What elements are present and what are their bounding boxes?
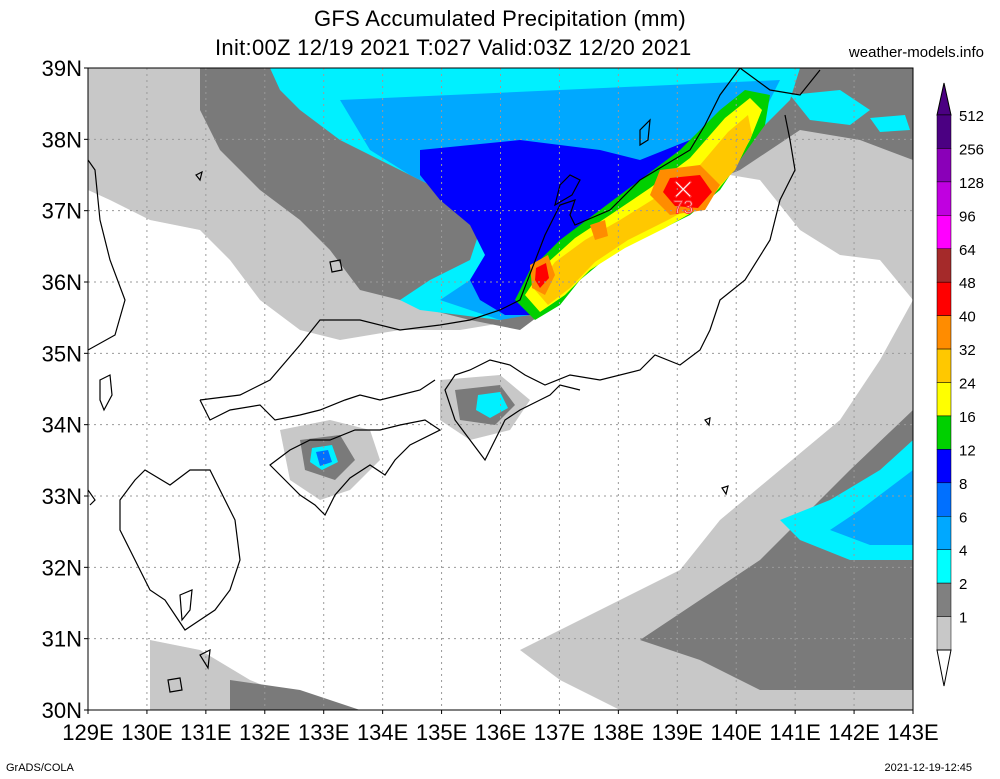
- coastline-north-island: [195, 170, 203, 182]
- precipitation-field: [88, 68, 913, 710]
- colorbar-swatch: [936, 148, 952, 183]
- colorbar-top-arrow: [936, 82, 952, 116]
- lat-label: 39N: [42, 56, 82, 81]
- lat-label: 34N: [42, 413, 82, 438]
- colorbar-swatch: [936, 281, 952, 316]
- lon-label: 143E: [887, 720, 938, 745]
- colorbar-label: 4: [959, 543, 967, 560]
- precip-area-2mm-east: [640, 410, 913, 690]
- max-marker: 73: [673, 180, 694, 218]
- lat-label: 30N: [42, 698, 82, 723]
- lon-label: 134E: [357, 720, 408, 745]
- colorbar-swatch: [936, 449, 952, 484]
- colorbar-label: 32: [959, 342, 976, 359]
- colorbar-label: 12: [959, 442, 976, 459]
- colorbar-label: 2: [959, 576, 967, 593]
- lat-label: 33N: [42, 484, 82, 509]
- coastline-izu-islands: [704, 417, 729, 496]
- lon-label: 129E: [62, 720, 113, 745]
- colorbar-label: 256: [959, 141, 984, 158]
- colorbar-label: 6: [959, 509, 967, 526]
- colorbar-swatch: [936, 582, 952, 617]
- coastline-honshu: [88, 68, 821, 462]
- coastline-korea-tip: [88, 489, 96, 506]
- coastlines: [88, 68, 821, 693]
- colorbar-swatch: [936, 415, 952, 450]
- precip-area-48mm-core-north: [663, 175, 712, 208]
- colorbar-swatch: [936, 248, 952, 283]
- coastline-oki: [329, 259, 343, 273]
- lat-label: 36N: [42, 270, 82, 295]
- max-marker-label: 73: [673, 197, 693, 217]
- precip-area-4mm-nne: [790, 90, 870, 125]
- coastline-noto: [554, 174, 581, 207]
- colorbar-label: 512: [959, 108, 984, 125]
- precip-area-6mm-east: [830, 470, 913, 545]
- lon-label: 130E: [121, 720, 172, 745]
- chart-title: GFS Accumulated Precipitation (mm): [313, 6, 687, 31]
- lon-label: 131E: [180, 720, 231, 745]
- colorbar-label: 128: [959, 175, 984, 192]
- lon-label: 133E: [298, 720, 349, 745]
- coastline-tsushima: [99, 374, 113, 412]
- colorbar-label: 8: [959, 476, 967, 493]
- colorbar-label: 24: [959, 376, 976, 393]
- colorbar-label: 40: [959, 309, 976, 326]
- colorbar-swatch: [936, 114, 952, 149]
- colorbar-swatch: [936, 482, 952, 517]
- coastline-shikoku: [269, 419, 442, 517]
- lon-label: 137E: [534, 720, 585, 745]
- lat-label: 38N: [42, 127, 82, 152]
- colorbar-label: 48: [959, 275, 976, 292]
- colorbar-swatch: [936, 616, 952, 651]
- map-grid: [88, 68, 913, 710]
- precip-area-32mm-band: [535, 115, 752, 305]
- coastline-tanegashima: [179, 589, 193, 622]
- lon-label: 139E: [652, 720, 703, 745]
- colorbar-label: 64: [959, 242, 976, 259]
- lon-label: 136E: [475, 720, 526, 745]
- colorbar-label: 1: [959, 610, 967, 627]
- precip-area-40mm-core-mid: [590, 220, 608, 240]
- colorbar-swatch: [936, 215, 952, 249]
- precip-area-4mm-ne: [870, 115, 910, 132]
- lon-label: 132E: [239, 720, 290, 745]
- lat-label: 32N: [42, 555, 82, 580]
- chart-subtitle: Init:00Z 12/19 2021 T:027 Valid:03Z 12/2…: [215, 35, 692, 60]
- footer-software: GrADS/COLA: [6, 762, 74, 774]
- lat-label: 35N: [42, 341, 82, 366]
- lat-label: 37N: [42, 199, 82, 224]
- longitude-labels: 129E 130E 131E 132E 133E 134E 135E 136E 137E 138E…: [62, 710, 939, 745]
- precip-area-2mm-southwest: [230, 680, 360, 710]
- colorbar-bottom-arrow: [936, 649, 952, 687]
- coastline-yakushima: [167, 648, 211, 693]
- lon-label: 135E: [416, 720, 467, 745]
- colorbar-swatch: [936, 549, 952, 584]
- colorbar-swatch: [936, 181, 952, 216]
- lon-label: 138E: [593, 720, 644, 745]
- coastline-kyushu: [119, 469, 241, 631]
- colorbar-label: 16: [959, 409, 976, 426]
- colorbar-swatch: [936, 348, 952, 383]
- lon-label: 142E: [828, 720, 879, 745]
- colorbar-label: 96: [959, 208, 976, 225]
- precip-area-1mm-southwest: [150, 640, 330, 710]
- coastline-sado: [639, 118, 651, 147]
- colorbar-swatch: [936, 315, 952, 350]
- site-credit: weather-models.info: [848, 44, 984, 61]
- lon-label: 141E: [769, 720, 820, 745]
- latitude-labels: 39N 38N 37N 36N 35N 34N 33N 32N 31N 30N: [42, 56, 88, 723]
- colorbar-swatch: [936, 382, 952, 417]
- footer-timestamp: 2021-12-19-12:45: [884, 762, 972, 774]
- lon-label: 140E: [711, 720, 762, 745]
- lat-label: 31N: [42, 627, 82, 652]
- colorbar-swatch: [936, 516, 952, 550]
